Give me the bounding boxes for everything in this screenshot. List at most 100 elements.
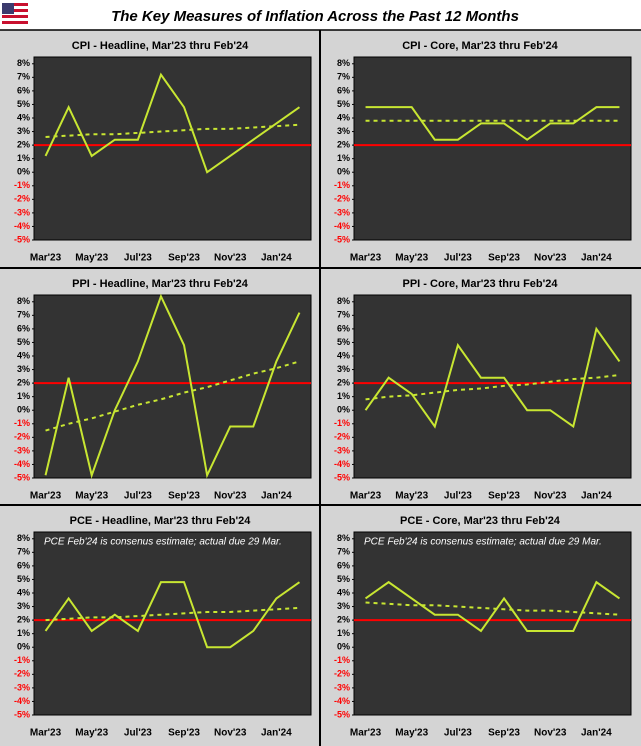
x-tick-label: Sep'23 <box>488 728 520 739</box>
x-tick-label: Jul'23 <box>124 728 152 739</box>
y-tick-label: 3% <box>17 601 30 611</box>
x-tick-label: May'23 <box>395 253 428 264</box>
plot-area <box>353 531 632 716</box>
y-tick-label: -2% <box>14 194 30 204</box>
annotation: PCE Feb'24 is consenus estimate; actual … <box>364 537 602 548</box>
x-tick-label: Jan'24 <box>261 728 292 739</box>
y-tick-label: 1% <box>17 153 30 163</box>
y-tick-label: -2% <box>14 432 30 442</box>
y-tick-label: -4% <box>14 221 30 231</box>
y-tick-label: 6% <box>17 323 30 333</box>
trend-line <box>45 606 300 622</box>
data-line <box>364 580 621 633</box>
x-tick-label: Nov'23 <box>534 253 567 264</box>
y-tick-label: 6% <box>337 323 350 333</box>
y-tick-label: 3% <box>337 364 350 374</box>
y-tick-label: -3% <box>14 682 30 692</box>
x-tick-label: Jul'23 <box>444 491 472 502</box>
y-tick-label: 7% <box>337 310 350 320</box>
y-tick-label: 6% <box>337 85 350 95</box>
y-tick-label: 1% <box>17 628 30 638</box>
x-tick-label: May'23 <box>395 728 428 739</box>
panel: PCE - Headline, Mar'23 thru Feb'24 8% 7% 6%… <box>14 515 312 739</box>
x-tick-label: Nov'23 <box>214 728 247 739</box>
x-tick-label: Sep'23 <box>168 253 200 264</box>
panel: PPI - Core, Mar'23 thru Feb'24 8% 7% 6% 5% 4%… <box>334 278 632 502</box>
panel: CPI - Core, Mar'23 thru Feb'24 8% 7% 6% 5% 4%… <box>334 40 632 264</box>
x-tick-label: Jul'23 <box>444 253 472 264</box>
y-tick-label: 8% <box>337 533 350 543</box>
y-tick-label: 0% <box>337 405 350 415</box>
y-tick-label: 5% <box>17 337 30 347</box>
y-tick-label: -4% <box>14 696 30 706</box>
x-tick-label: Jan'24 <box>581 253 612 264</box>
y-tick-label: 3% <box>337 601 350 611</box>
chart-title: CPI - Core, Mar'23 thru Feb'24 <box>402 40 558 52</box>
y-tick-label: 1% <box>337 391 350 401</box>
x-tick-label: May'23 <box>75 253 108 264</box>
x-tick-label: Sep'23 <box>488 253 520 264</box>
y-tick-label: 3% <box>17 126 30 136</box>
plot-area <box>33 294 312 479</box>
y-tick-label: -5% <box>334 709 350 719</box>
y-tick-label: 8% <box>17 58 30 68</box>
y-tick-label: 1% <box>337 153 350 163</box>
x-tick-label: Nov'23 <box>534 491 567 502</box>
y-tick-label: -2% <box>334 669 350 679</box>
y-tick-label: -2% <box>14 669 30 679</box>
y-tick-label: 4% <box>337 112 350 122</box>
y-tick-label: 0% <box>337 642 350 652</box>
y-tick-label: -5% <box>14 472 30 482</box>
y-tick-label: -5% <box>14 709 30 719</box>
y-tick-label: 2% <box>17 614 30 624</box>
y-tick-label: 2% <box>17 377 30 387</box>
y-tick-label: -1% <box>334 418 350 428</box>
x-tick-label: Mar'23 <box>30 728 62 739</box>
y-tick-label: 5% <box>337 574 350 584</box>
chart-title: PPI - Core, Mar'23 thru Feb'24 <box>403 278 559 290</box>
x-tick-label: Sep'23 <box>168 491 200 502</box>
x-tick-label: Jan'24 <box>261 491 292 502</box>
y-tick-label: 7% <box>17 547 30 557</box>
y-tick-label: -5% <box>334 234 350 244</box>
y-tick-label: 7% <box>337 72 350 82</box>
y-tick-label: -4% <box>14 459 30 469</box>
x-tick-label: May'23 <box>395 491 428 502</box>
x-tick-label: Mar'23 <box>350 728 382 739</box>
y-tick-label: -3% <box>334 682 350 692</box>
y-tick-label: 2% <box>337 614 350 624</box>
y-tick-label: 3% <box>337 126 350 136</box>
panel: PCE - Core, Mar'23 thru Feb'24 8% 7% 6% 5% 4%… <box>334 515 632 739</box>
y-tick-label: 4% <box>17 350 30 360</box>
panel: CPI - Headline, Mar'23 thru Feb'24 8% 7% 6%… <box>14 40 312 264</box>
x-tick-label: Jul'23 <box>124 491 152 502</box>
data-line <box>44 72 301 174</box>
x-tick-label: Nov'23 <box>214 491 247 502</box>
y-tick-label: 8% <box>17 296 30 306</box>
chart-title: PCE - Core, Mar'23 thru Feb'24 <box>400 515 561 527</box>
y-tick-label: 7% <box>337 547 350 557</box>
x-tick-label: Jul'23 <box>444 728 472 739</box>
y-tick-label: 0% <box>337 167 350 177</box>
data-line <box>44 581 301 649</box>
x-tick-label: Mar'23 <box>350 253 382 264</box>
y-tick-label: -1% <box>14 418 30 428</box>
y-tick-label: 5% <box>337 337 350 347</box>
trend-line <box>365 601 620 616</box>
x-tick-label: Mar'23 <box>350 491 382 502</box>
y-tick-label: 4% <box>17 587 30 597</box>
x-tick-label: Sep'23 <box>488 491 520 502</box>
y-tick-label: -3% <box>14 445 30 455</box>
x-tick-label: Nov'23 <box>214 253 247 264</box>
y-tick-label: -1% <box>14 655 30 665</box>
x-tick-label: Mar'23 <box>30 253 62 264</box>
y-tick-label: -5% <box>334 472 350 482</box>
y-tick-label: 8% <box>17 533 30 543</box>
trend-line <box>45 360 300 432</box>
data-line <box>364 326 621 429</box>
chart-title: PCE - Headline, Mar'23 thru Feb'24 <box>70 515 252 527</box>
plot-area <box>33 56 312 241</box>
x-tick-label: May'23 <box>75 491 108 502</box>
